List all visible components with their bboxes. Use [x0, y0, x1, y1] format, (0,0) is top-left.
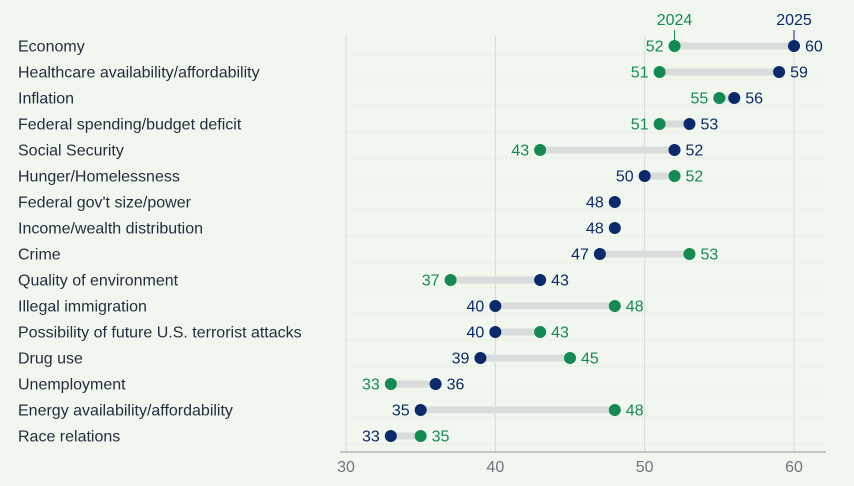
- point-2025: [593, 248, 606, 260]
- data-points: [384, 40, 800, 442]
- point-2025: [668, 144, 681, 156]
- point-2025: [489, 300, 502, 312]
- value-label-2025: 36: [447, 377, 465, 394]
- point-2024: [414, 430, 427, 442]
- point-2024: [653, 118, 666, 130]
- category-label: Inflation: [18, 91, 74, 108]
- category-label: Unemployment: [18, 377, 126, 394]
- value-label-2025: 39: [452, 351, 470, 368]
- category-label: Crime: [18, 247, 61, 264]
- category-label: Federal spending/budget deficit: [18, 117, 242, 134]
- value-label-2025: 50: [616, 169, 634, 186]
- value-label-2024: 48: [626, 403, 644, 420]
- value-label-2024: 33: [362, 377, 380, 394]
- point-2024: [683, 248, 696, 260]
- point-2025: [773, 66, 786, 78]
- value-label-2025: 48: [586, 195, 604, 212]
- category-label: Energy availability/affordability: [18, 403, 233, 420]
- tick-label-40: 40: [486, 459, 504, 476]
- point-2025: [429, 378, 442, 390]
- value-label-2024: 43: [511, 143, 529, 160]
- point-2025: [728, 92, 741, 104]
- point-2024: [608, 404, 621, 416]
- value-label-2025: 56: [745, 91, 763, 108]
- point-2025: [788, 40, 800, 52]
- category-labels: Economy Healthcare availability/affordabi…: [18, 39, 302, 446]
- point-2024: [564, 352, 576, 364]
- point-2025: [534, 274, 547, 286]
- value-label-2025: 43: [551, 273, 569, 290]
- category-label: Possibility of future U.S. terrorist att…: [18, 325, 302, 342]
- value-label-2025: 52: [686, 143, 704, 160]
- value-label-2024: 48: [626, 299, 644, 316]
- value-labels: 52 60 51 59 55 56 51 53 43 52 52 50 48 48 53 47 37 43 48 40…: [362, 39, 823, 446]
- series-header-2025: 2025: [776, 12, 812, 29]
- value-label-2024: 45: [581, 351, 599, 368]
- category-label: Federal gov't size/power: [18, 195, 192, 212]
- point-2024: [384, 378, 397, 390]
- range-bars: [390, 42, 794, 440]
- point-2025: [638, 170, 651, 182]
- value-label-2025: 48: [586, 221, 604, 238]
- point-2024: [713, 92, 726, 104]
- tick-label-60: 60: [785, 459, 803, 476]
- series-header-2024: 2024: [657, 12, 693, 29]
- category-label: Drug use: [18, 351, 83, 368]
- point-2025: [384, 430, 397, 442]
- value-label-2025: 47: [571, 247, 589, 264]
- value-label-2024: 53: [700, 247, 718, 264]
- value-label-2024: 51: [631, 117, 649, 134]
- value-label-2025: 59: [790, 65, 808, 82]
- category-label: Illegal immigration: [18, 299, 147, 316]
- point-2025: [414, 404, 427, 416]
- category-label: Hunger/Homelessness: [18, 169, 180, 186]
- value-label-2024: 52: [686, 169, 704, 186]
- value-label-2025: 35: [392, 403, 410, 420]
- value-label-2025: 40: [467, 325, 485, 342]
- value-label-2025: 33: [362, 429, 380, 446]
- point-2025: [608, 222, 621, 234]
- value-label-2025: 60: [805, 39, 823, 56]
- point-2024: [534, 326, 547, 338]
- value-label-2024: 37: [422, 273, 440, 290]
- point-2024: [668, 170, 681, 182]
- category-label: Economy: [18, 39, 85, 56]
- point-2024: [444, 274, 457, 286]
- category-label: Race relations: [18, 429, 120, 446]
- point-2024: [653, 66, 666, 78]
- point-2024: [534, 144, 547, 156]
- gridlines: [340, 36, 826, 453]
- value-label-2024: 43: [551, 325, 569, 342]
- point-2024: [668, 40, 681, 52]
- tick-label-50: 50: [636, 459, 654, 476]
- value-label-2024: 51: [631, 65, 649, 82]
- x-axis-ticks: 30 40 50 60: [337, 459, 803, 476]
- category-label: Social Security: [18, 143, 124, 160]
- value-label-2025: 40: [467, 299, 485, 316]
- series-headers: 2024 2025: [657, 12, 812, 40]
- tick-label-30: 30: [337, 459, 355, 476]
- point-2024: [608, 300, 621, 312]
- value-label-2024: 55: [691, 91, 709, 108]
- value-label-2024: 35: [432, 429, 450, 446]
- category-label: Healthcare availability/affordability: [18, 65, 260, 82]
- value-label-2024: 52: [646, 39, 664, 56]
- point-2025: [608, 196, 621, 208]
- category-label: Income/wealth distribution: [18, 221, 203, 238]
- point-2025: [489, 326, 502, 338]
- value-label-2025: 53: [700, 117, 718, 134]
- point-2025: [683, 118, 696, 130]
- category-label: Quality of environment: [18, 273, 179, 290]
- point-2025: [474, 352, 487, 364]
